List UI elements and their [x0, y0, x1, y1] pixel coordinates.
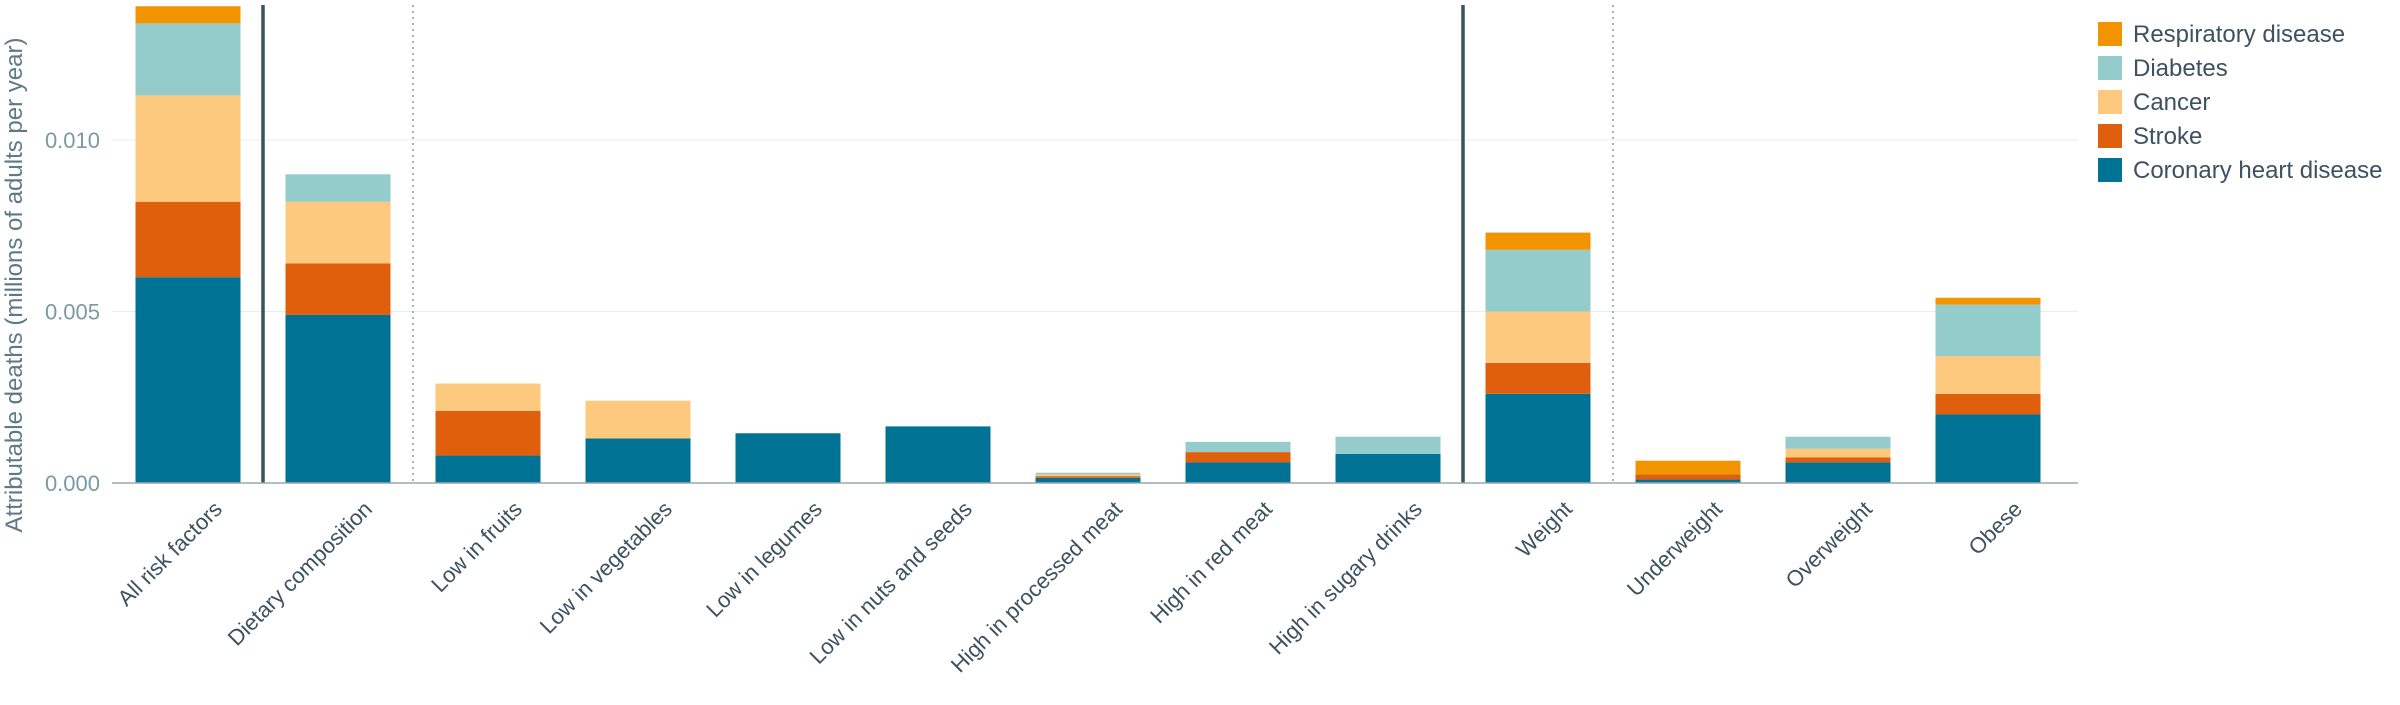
bar-segment	[1035, 477, 1141, 483]
bar-segment	[1185, 452, 1291, 463]
bar-segment	[1185, 462, 1291, 483]
bar-segment	[1635, 460, 1741, 475]
bar-segment	[435, 410, 541, 456]
x-category-label: Obese	[1963, 496, 2027, 560]
bar-segment	[1485, 393, 1591, 483]
bar-segment	[285, 201, 391, 264]
bar-segment	[585, 438, 691, 483]
x-category-label: Low in vegetables	[535, 496, 677, 638]
legend-label: Diabetes	[2133, 55, 2228, 82]
bar-segment	[135, 277, 241, 483]
bar-segment	[1485, 311, 1591, 363]
y-axis-title: Attributable deaths (millions of adults …	[1, 38, 28, 533]
bar-segment	[1935, 356, 2041, 394]
y-tick-label: 0.010	[45, 128, 100, 153]
bar-segment	[285, 263, 391, 315]
bar-segment	[1335, 453, 1441, 483]
bar-segment	[135, 95, 241, 202]
x-category-label: High in red meat	[1145, 496, 1277, 628]
legend-label: Stroke	[2133, 123, 2202, 150]
bar-segment	[1935, 297, 2041, 305]
bars	[135, 6, 2041, 483]
legend-label: Cancer	[2133, 89, 2210, 116]
bar-segment	[1785, 448, 1891, 458]
legend-swatch	[2098, 56, 2122, 80]
legend-swatch	[2098, 124, 2122, 148]
bar-segment	[1635, 479, 1741, 483]
legend: Respiratory disease Diabetes Cancer Stroke C…	[2098, 21, 2382, 184]
x-category-label: High in processed meat	[946, 496, 1127, 677]
x-category-label: Low in nuts and seeds	[804, 496, 976, 668]
bar-segment	[135, 6, 241, 24]
bar-segment	[1035, 472, 1141, 475]
x-category-label: Low in legumes	[701, 496, 827, 622]
bar-segment	[435, 455, 541, 483]
legend-label: Coronary heart disease	[2133, 157, 2382, 184]
bar-segment	[1035, 474, 1141, 477]
bar-segment	[1485, 232, 1591, 250]
x-category-label: Underweight	[1622, 496, 1727, 601]
bar-segment	[135, 201, 241, 278]
bar-segment	[1485, 362, 1591, 394]
bar-segment	[1935, 414, 2041, 483]
legend-label: Respiratory disease	[2133, 21, 2345, 48]
bar-segment	[1785, 436, 1891, 449]
bar-segment	[1485, 249, 1591, 312]
bar-segment	[735, 433, 841, 483]
group-separators	[261, 5, 1614, 483]
bar-segment	[1035, 476, 1141, 478]
legend-swatch	[2098, 158, 2122, 182]
x-category-label: All risk factors	[112, 496, 226, 610]
bar-segment	[1935, 393, 2041, 415]
gridlines	[112, 139, 2078, 312]
x-category-label: Low in fruits	[426, 496, 527, 597]
bar-segment	[435, 383, 541, 411]
bar-segment	[285, 174, 391, 202]
y-tick-label: 0.000	[45, 471, 100, 496]
bar-segment	[585, 400, 691, 439]
x-category-label: High in sugary drinks	[1264, 496, 1427, 659]
legend-swatch	[2098, 22, 2122, 46]
bar-segment	[1185, 441, 1291, 453]
x-category-label: Weight	[1511, 496, 1577, 562]
bar-segment	[1635, 474, 1741, 480]
bar-segment	[135, 23, 241, 96]
bar-segment	[1785, 462, 1891, 483]
x-category-label: Overweight	[1781, 496, 1877, 592]
bar-segment	[885, 426, 991, 483]
x-category-label: Dietary composition	[223, 496, 377, 650]
y-tick-label: 0.005	[45, 300, 100, 325]
bar-segment	[1785, 457, 1891, 463]
bar-segment	[1335, 436, 1441, 454]
bar-segment	[285, 314, 391, 483]
legend-swatch	[2098, 90, 2122, 114]
bar-segment	[1935, 304, 2041, 357]
